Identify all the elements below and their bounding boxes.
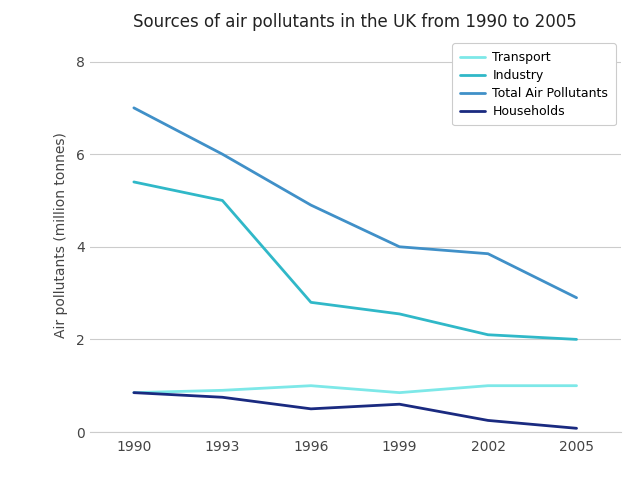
Transport	[396, 390, 403, 396]
Industry	[484, 332, 492, 337]
Transport	[484, 383, 492, 389]
Industry	[573, 336, 580, 342]
Industry	[396, 311, 403, 317]
Households	[396, 401, 403, 407]
Title: Sources of air pollutants in the UK from 1990 to 2005: Sources of air pollutants in the UK from…	[133, 13, 577, 31]
Households	[573, 425, 580, 431]
Households	[307, 406, 315, 412]
Line: Total Air Pollutants: Total Air Pollutants	[134, 108, 577, 298]
Transport	[219, 387, 227, 393]
Total Air Pollutants	[573, 295, 580, 300]
Total Air Pollutants	[484, 251, 492, 257]
Households	[219, 395, 227, 400]
Line: Transport: Transport	[134, 386, 577, 393]
Households	[130, 390, 138, 396]
Line: Industry: Industry	[134, 182, 577, 339]
Total Air Pollutants	[307, 202, 315, 208]
Industry	[307, 300, 315, 305]
Total Air Pollutants	[130, 105, 138, 111]
Y-axis label: Air pollutants (million tonnes): Air pollutants (million tonnes)	[54, 132, 68, 338]
Industry	[219, 198, 227, 204]
Total Air Pollutants	[396, 244, 403, 250]
Transport	[573, 383, 580, 389]
Transport	[130, 390, 138, 396]
Households	[484, 418, 492, 423]
Transport	[307, 383, 315, 389]
Line: Households: Households	[134, 393, 577, 428]
Total Air Pollutants	[219, 151, 227, 157]
Legend: Transport, Industry, Total Air Pollutants, Households: Transport, Industry, Total Air Pollutant…	[452, 43, 616, 125]
Industry	[130, 179, 138, 185]
